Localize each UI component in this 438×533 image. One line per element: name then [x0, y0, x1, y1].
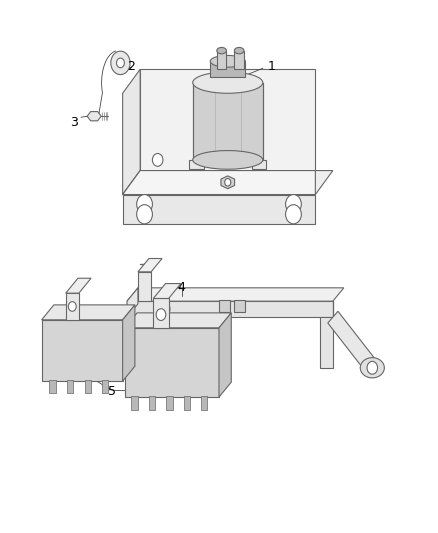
Bar: [201, 396, 207, 410]
Ellipse shape: [217, 47, 226, 54]
Circle shape: [159, 305, 165, 313]
Polygon shape: [123, 305, 135, 381]
Polygon shape: [320, 301, 333, 368]
Circle shape: [156, 309, 166, 320]
Polygon shape: [252, 160, 266, 169]
Circle shape: [152, 154, 163, 166]
Bar: [125, 328, 219, 397]
Polygon shape: [221, 176, 235, 189]
Circle shape: [286, 195, 301, 214]
Ellipse shape: [210, 55, 245, 67]
Bar: [85, 380, 91, 393]
Polygon shape: [328, 311, 378, 374]
Bar: [193, 83, 263, 160]
Circle shape: [117, 58, 124, 68]
Circle shape: [111, 51, 130, 75]
Bar: [210, 61, 245, 77]
Polygon shape: [125, 313, 231, 328]
Text: 1: 1: [268, 60, 276, 73]
Polygon shape: [127, 288, 344, 301]
Ellipse shape: [193, 150, 263, 169]
Polygon shape: [189, 160, 204, 169]
Polygon shape: [127, 288, 138, 317]
Circle shape: [286, 205, 301, 224]
Bar: [42, 320, 123, 381]
Polygon shape: [140, 69, 315, 171]
Polygon shape: [127, 301, 333, 317]
Polygon shape: [123, 171, 333, 195]
Polygon shape: [123, 69, 140, 195]
Circle shape: [367, 361, 378, 374]
Polygon shape: [87, 111, 101, 121]
Bar: [149, 396, 155, 410]
Bar: [184, 396, 190, 410]
Ellipse shape: [193, 72, 263, 93]
Bar: [166, 396, 173, 410]
Ellipse shape: [360, 358, 385, 378]
Text: 2: 2: [127, 60, 135, 73]
Polygon shape: [42, 305, 135, 320]
Circle shape: [68, 302, 76, 311]
Circle shape: [137, 195, 152, 214]
Text: 5: 5: [108, 385, 116, 398]
Polygon shape: [66, 278, 91, 293]
Bar: [67, 380, 73, 393]
Bar: [131, 396, 138, 410]
Polygon shape: [123, 195, 315, 224]
Polygon shape: [138, 259, 162, 272]
Polygon shape: [153, 298, 169, 328]
Bar: [49, 380, 56, 393]
Bar: [234, 51, 244, 69]
Bar: [234, 300, 245, 312]
Bar: [219, 300, 230, 312]
Polygon shape: [123, 171, 315, 195]
Polygon shape: [219, 313, 231, 397]
Text: 3: 3: [71, 116, 78, 129]
Bar: [217, 51, 226, 69]
Polygon shape: [66, 293, 79, 320]
Circle shape: [137, 205, 152, 224]
Circle shape: [225, 179, 231, 186]
Ellipse shape: [234, 47, 244, 54]
Text: 4: 4: [178, 281, 186, 294]
Circle shape: [154, 300, 170, 319]
Polygon shape: [153, 284, 181, 298]
Polygon shape: [138, 272, 151, 301]
Bar: [102, 380, 108, 393]
